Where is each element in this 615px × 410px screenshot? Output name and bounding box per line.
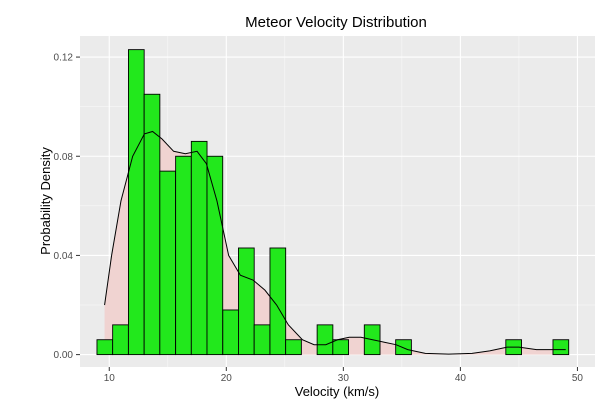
histogram-bar xyxy=(269,247,287,356)
y-tick-label: 0.04 xyxy=(54,251,74,262)
grid-lines xyxy=(80,36,595,367)
x-tick-label: 30 xyxy=(338,373,350,384)
chart-title: Meteor Velocity Distribution xyxy=(245,14,427,31)
histogram-bar xyxy=(238,247,255,356)
histogram-bar xyxy=(332,339,349,356)
y-tick-label: 0.00 xyxy=(54,350,74,361)
y-axis: 0.00 0.04 0.08 0.12 xyxy=(54,53,80,361)
histogram-bar xyxy=(552,339,570,356)
histogram-bar xyxy=(285,339,302,356)
histogram-bar xyxy=(112,324,129,356)
x-tick-label: 50 xyxy=(572,373,584,384)
x-tick-label: 40 xyxy=(455,373,467,384)
density-line-layer xyxy=(104,130,566,355)
histogram-bars xyxy=(96,49,570,356)
density-line xyxy=(104,130,566,355)
histogram-bar xyxy=(206,155,224,356)
histogram-bar xyxy=(253,324,271,356)
x-axis: 10 20 30 40 50 xyxy=(104,367,584,384)
x-tick-label: 20 xyxy=(221,373,233,384)
histogram-bar xyxy=(175,155,192,356)
histogram-bar xyxy=(190,140,208,356)
y-axis-title: Probability Density xyxy=(38,147,53,255)
y-tick-label: 0.12 xyxy=(54,53,74,64)
histogram-bar xyxy=(128,49,145,356)
y-tick-label: 0.08 xyxy=(54,152,74,163)
x-tick-label: 10 xyxy=(104,373,116,384)
histogram-bar xyxy=(395,339,412,356)
histogram-bar xyxy=(316,324,334,356)
histogram-bar xyxy=(96,339,114,356)
histogram-bar xyxy=(159,170,176,356)
histogram-bar xyxy=(222,309,239,356)
x-axis-title: Velocity (km/s) xyxy=(295,384,380,399)
